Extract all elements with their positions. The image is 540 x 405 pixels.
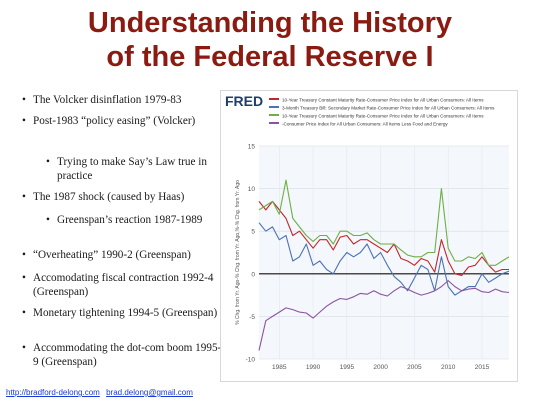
bullet-dot-icon: •: [46, 214, 50, 226]
bullet-text: Accommodating the dot-com boom 1995-9 (G…: [33, 342, 222, 368]
series-line: [258, 200, 509, 277]
bullet-text: Greenspan’s reaction 1987-1989: [57, 214, 203, 226]
bullet-text: Trying to make Say’s Law true in practic…: [57, 156, 207, 182]
y-axis-label: % Chg. from Yr. Ago-% Chg. from Yr. Ago,…: [235, 180, 241, 325]
legend-label: 10-Year Treasury Constant Maturity Rate-…: [282, 114, 484, 119]
footer-website-link[interactable]: http://bradford-delong.com: [6, 388, 100, 397]
y-tick-label: -5: [249, 314, 255, 321]
bullet-dot-icon: •: [22, 307, 26, 319]
bullet-dot-icon: •: [22, 272, 26, 284]
slide-title-line1: Understanding the History: [87, 7, 453, 39]
bullet-text: Monetary tightening 1994-5 (Greenspan): [33, 307, 218, 319]
bullet-text: Post-1983 “policy easing” (Volcker): [33, 115, 196, 127]
x-tick-label: 1990: [306, 364, 321, 371]
y-tick-label: 5: [251, 229, 255, 236]
x-tick-label: 2010: [441, 364, 456, 371]
x-tick-label: 1985: [272, 364, 287, 371]
legend-label: 10-Year Treasury Constant Maturity Rate-…: [282, 98, 484, 103]
y-tick-label: 0: [251, 271, 255, 278]
series-line: [258, 179, 510, 266]
x-tick-label: 2015: [475, 364, 490, 371]
series-line: [258, 222, 510, 296]
bullet-dot-icon: •: [22, 342, 26, 354]
bullet-text: The 1987 shock (caused by Haas): [33, 191, 185, 203]
y-tick-label: -10: [246, 357, 256, 364]
y-tick-label: 10: [248, 186, 256, 193]
bullet-dot-icon: •: [22, 249, 26, 261]
x-tick-label: 2005: [407, 364, 422, 371]
series-line: [258, 280, 510, 351]
bullet-dot-icon: •: [22, 94, 26, 106]
legend-label: 3-Month Treasury Bill: Secondary Market …: [282, 106, 495, 111]
x-tick-label: 1995: [340, 364, 355, 371]
chart-svg: FRED 10-Year Treasury Constant Maturity R…: [225, 93, 510, 371]
bullet-dot-icon: •: [22, 115, 26, 127]
fred-logo: FRED: [225, 93, 263, 109]
bullet-text: “Overheating” 1990-2 (Greenspan): [33, 249, 191, 261]
footer-email-link[interactable]: brad.delong@gmail.com: [106, 388, 193, 397]
fred-chart: FRED 10-Year Treasury Constant Maturity R…: [220, 90, 518, 382]
bullet-dot-icon: •: [22, 191, 26, 203]
bullet-text: Accomodating fiscal contraction 1992-4 (…: [33, 272, 214, 298]
y-tick-label: 15: [248, 144, 256, 151]
bullet-text: The Volcker disinflation 1979-83: [33, 94, 182, 106]
bullet-dot-icon: •: [46, 156, 50, 168]
legend-label: -Consumer Price Index for All Urban Cons…: [282, 122, 448, 127]
slide-title: Understanding the History of the Federal…: [0, 6, 540, 74]
plot-area: [259, 146, 509, 359]
x-tick-label: 2000: [373, 364, 388, 371]
slide-title-line2: of the Federal Reserve I: [106, 41, 434, 73]
footer: http://bradford-delong.com brad.delong@g…: [6, 388, 197, 397]
